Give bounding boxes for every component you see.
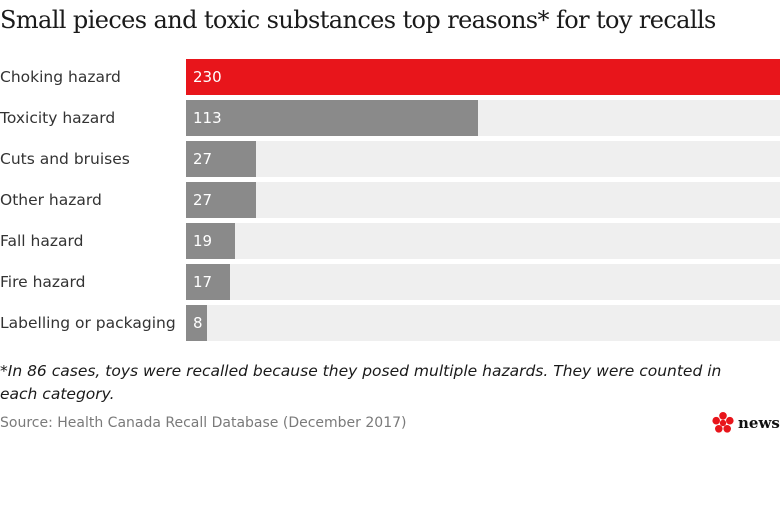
bar-value: 113 xyxy=(193,109,222,127)
bar-track: 27 xyxy=(186,141,780,177)
bar-row: Fire hazard 17 xyxy=(0,264,780,300)
bar-row: Cuts and bruises 27 xyxy=(0,141,780,177)
bar: 113 xyxy=(186,100,478,136)
bar-label: Toxicity hazard xyxy=(0,109,116,127)
footnote: *In 86 cases, toys were recalled because… xyxy=(0,362,722,403)
bar-value: 19 xyxy=(193,232,213,250)
bar: 8 xyxy=(186,305,207,341)
bar-row: Labelling or packaging 8 xyxy=(0,305,780,341)
bar-label: Labelling or packaging xyxy=(0,314,176,332)
bar-label: Fall hazard xyxy=(0,232,84,250)
source-note: Source: Health Canada Recall Database (D… xyxy=(0,415,407,431)
bar: 17 xyxy=(186,264,230,300)
bar-label: Choking hazard xyxy=(0,68,121,86)
bar-row: Choking hazard 230 xyxy=(0,59,780,95)
bar-track: 19 xyxy=(186,223,780,259)
bar-label: Other hazard xyxy=(0,191,102,209)
bar: 230 xyxy=(186,59,780,95)
bar-label: Cuts and bruises xyxy=(0,150,130,168)
bar-track: 230 xyxy=(186,59,780,95)
bar: 19 xyxy=(186,223,235,259)
bar-value: 27 xyxy=(193,191,213,209)
bar-row: Toxicity hazard 113 xyxy=(0,100,780,136)
bar-track: 8 xyxy=(186,305,780,341)
chart-title: Small pieces and toxic substances top re… xyxy=(0,6,716,34)
bar-row: Other hazard 27 xyxy=(0,182,780,218)
bar-value: 17 xyxy=(193,273,213,291)
bar-track: 17 xyxy=(186,264,780,300)
bar: 27 xyxy=(186,182,256,218)
bar-track: 113 xyxy=(186,100,780,136)
bar-value: 230 xyxy=(193,68,222,86)
bar-value: 8 xyxy=(193,314,203,332)
bar-row: Fall hazard 19 xyxy=(0,223,780,259)
bar-label: Fire hazard xyxy=(0,273,86,291)
cbc-gem-icon xyxy=(712,412,734,433)
logo-text: news xyxy=(738,414,780,432)
bar-track: 27 xyxy=(186,182,780,218)
bar: 27 xyxy=(186,141,256,177)
bar-value: 27 xyxy=(193,150,213,168)
